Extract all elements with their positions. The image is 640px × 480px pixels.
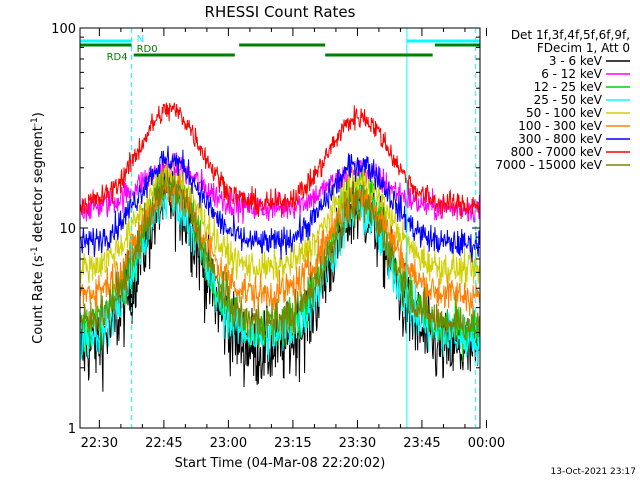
series-line-8 (79, 169, 481, 345)
legend-entry-label: 3 - 6 keV (549, 54, 603, 68)
x-tick-label: 23:30 (339, 436, 376, 451)
y-axis-label-part: detector segment (31, 126, 46, 246)
legend-entry-label: 800 - 7000 keV (511, 145, 603, 159)
legend-entry-label: 50 - 100 keV (526, 106, 603, 120)
legend-entry-label: 6 - 12 keV (541, 67, 603, 81)
y-tick-label: 100 (51, 22, 76, 37)
flag-bar-label: RD0 (137, 44, 158, 55)
legend-entry-label: 25 - 50 keV (534, 93, 603, 107)
x-tick-labels: 22:30 22:45 23:00 23:15 23:30 23:45 00:00 (81, 436, 506, 451)
flag-bar-label: N (137, 34, 144, 45)
chart-title: RHESSI Count Rates (205, 3, 356, 21)
legend: Det 1f,3f,4f,5f,6f,9f, FDecim 1, Att 0 3… (495, 28, 630, 172)
legend-entry-label: 300 - 800 keV (518, 132, 602, 146)
x-tick-label: 23:45 (403, 436, 440, 451)
series-line-6 (79, 145, 481, 263)
y-axis-label-exponent: -1 (30, 117, 40, 126)
series-line-7 (79, 102, 481, 220)
y-tick-label: 1 (68, 422, 76, 437)
series-line-1 (79, 152, 481, 224)
x-tick-label: 23:15 (274, 436, 311, 451)
legend-header-line: Det 1f,3f,4f,5f,6f,9f, (511, 28, 630, 42)
series-line-4 (79, 163, 481, 288)
series-layer (79, 102, 481, 392)
x-tick-label: 23:00 (210, 436, 247, 451)
y-axis-label-part: Count Rate (s (31, 255, 46, 344)
timestamp: 13-Oct-2021 23:17 (551, 467, 636, 477)
legend-entry-label: 7000 - 15000 keV (495, 158, 602, 172)
series-line-5 (79, 174, 481, 316)
y-tick-labels: 1 10 100 (51, 22, 76, 437)
x-tick-label: 22:45 (145, 436, 182, 451)
y-axis-label-part: ) (31, 112, 46, 117)
x-tick-label: 00:00 (468, 436, 505, 451)
series-line-3 (79, 182, 481, 365)
legend-header-line: FDecim 1, Att 0 (537, 41, 630, 55)
flag-bar-label: RD4 (107, 52, 128, 63)
y-axis-label: Count Rate (s-1 detector segment-1) (30, 112, 46, 344)
axis-ticks (80, 27, 487, 429)
legend-entry-label: 12 - 25 keV (534, 80, 603, 94)
x-tick-label: 22:30 (81, 436, 118, 451)
y-axis-label-exponent: -1 (30, 246, 40, 255)
legend-entry-label: 100 - 300 keV (518, 119, 602, 133)
y-tick-label: 10 (59, 222, 76, 237)
x-axis-label: Start Time (04-Mar-08 22:20:02) (175, 456, 386, 471)
